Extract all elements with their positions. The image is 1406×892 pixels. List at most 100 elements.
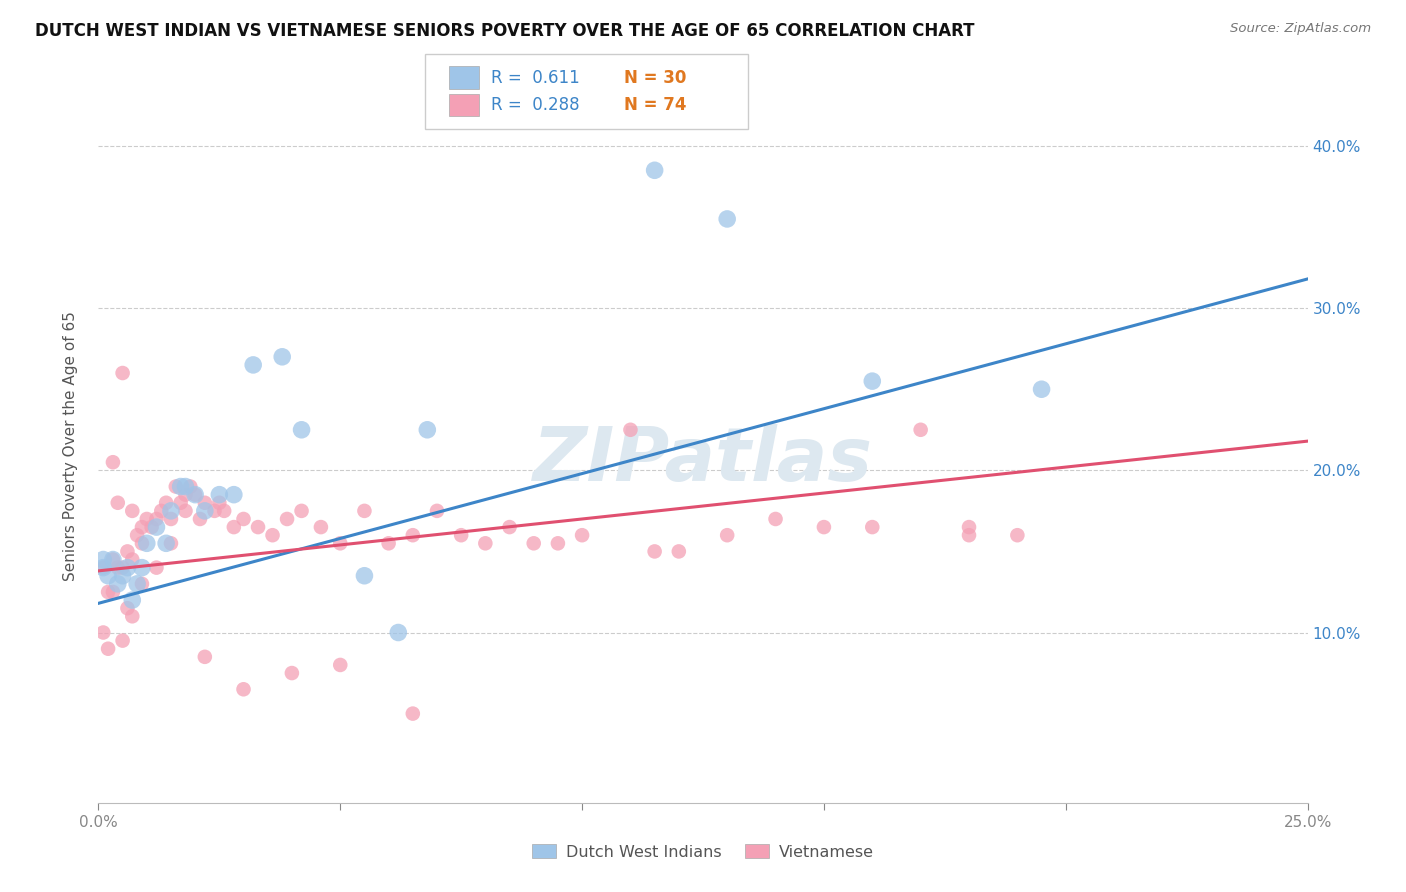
Point — [101, 552, 124, 566]
Text: N = 74: N = 74 — [624, 96, 686, 114]
Point — [222, 488, 245, 502]
Point — [160, 504, 183, 518]
Point — [212, 504, 235, 518]
Point — [111, 560, 134, 574]
Point — [131, 577, 153, 591]
Legend: Dutch West Indians, Vietnamese: Dutch West Indians, Vietnamese — [526, 838, 880, 866]
Point — [121, 593, 143, 607]
Point — [111, 366, 134, 380]
Point — [309, 520, 332, 534]
Point — [204, 504, 226, 518]
Text: R =  0.611: R = 0.611 — [491, 69, 579, 87]
Point — [1031, 382, 1053, 396]
Point — [91, 625, 114, 640]
Point — [111, 568, 134, 582]
Point — [426, 504, 449, 518]
Point — [619, 423, 641, 437]
Text: Source: ZipAtlas.com: Source: ZipAtlas.com — [1230, 22, 1371, 36]
Point — [155, 536, 177, 550]
Point — [402, 706, 425, 721]
Y-axis label: Seniors Poverty Over the Age of 65: Seniors Poverty Over the Age of 65 — [63, 311, 77, 581]
Point — [668, 544, 690, 558]
Point — [117, 544, 139, 558]
Point — [208, 496, 231, 510]
Point — [402, 528, 425, 542]
Point — [450, 528, 472, 542]
Point — [644, 163, 666, 178]
Point — [150, 504, 173, 518]
Point — [957, 528, 980, 542]
Point — [184, 488, 207, 502]
Point — [169, 479, 191, 493]
Point — [101, 455, 124, 469]
Point — [121, 504, 143, 518]
Point — [247, 520, 270, 534]
Point — [571, 528, 593, 542]
Point — [121, 609, 143, 624]
Point — [910, 423, 932, 437]
Point — [716, 528, 738, 542]
Point — [242, 358, 264, 372]
Point — [160, 536, 183, 550]
Text: R =  0.288: R = 0.288 — [491, 96, 579, 114]
Point — [290, 504, 312, 518]
Point — [276, 512, 298, 526]
Point — [111, 633, 134, 648]
Point — [131, 520, 153, 534]
Point — [547, 536, 569, 550]
Point — [97, 641, 120, 656]
Point — [169, 496, 191, 510]
Point — [160, 512, 183, 526]
Point — [387, 625, 409, 640]
Point — [716, 211, 738, 226]
Point — [131, 536, 153, 550]
Point — [107, 560, 129, 574]
Point — [813, 520, 835, 534]
Point — [474, 536, 496, 550]
Point — [232, 512, 254, 526]
Point — [127, 577, 149, 591]
Point — [131, 560, 153, 574]
Point — [523, 536, 546, 550]
Point — [957, 520, 980, 534]
Point — [194, 649, 217, 664]
Point — [135, 512, 157, 526]
Point — [290, 423, 312, 437]
Point — [91, 552, 114, 566]
Point — [165, 479, 187, 493]
Point — [498, 520, 520, 534]
Point — [97, 585, 120, 599]
Point — [194, 496, 217, 510]
Point — [281, 666, 304, 681]
Point — [97, 568, 120, 582]
Point — [121, 552, 143, 566]
Point — [416, 423, 439, 437]
Point — [145, 560, 167, 574]
Point — [107, 577, 129, 591]
Point — [174, 488, 197, 502]
Point — [188, 512, 211, 526]
Point — [91, 560, 114, 574]
Point — [644, 544, 666, 558]
Point — [765, 512, 787, 526]
Point — [860, 520, 883, 534]
Point — [232, 682, 254, 697]
Point — [222, 520, 245, 534]
Point — [329, 657, 352, 672]
Point — [1007, 528, 1029, 542]
Text: N = 30: N = 30 — [624, 69, 686, 87]
Point — [353, 568, 375, 582]
Point — [194, 504, 217, 518]
Point — [179, 479, 201, 493]
Point — [135, 536, 157, 550]
Point — [377, 536, 399, 550]
Point — [91, 560, 114, 574]
Point — [107, 496, 129, 510]
Point — [117, 560, 139, 574]
Text: ZIPatlas: ZIPatlas — [533, 424, 873, 497]
Point — [860, 374, 883, 388]
Point — [262, 528, 284, 542]
Point — [145, 520, 167, 534]
Point — [208, 488, 231, 502]
Point — [117, 601, 139, 615]
